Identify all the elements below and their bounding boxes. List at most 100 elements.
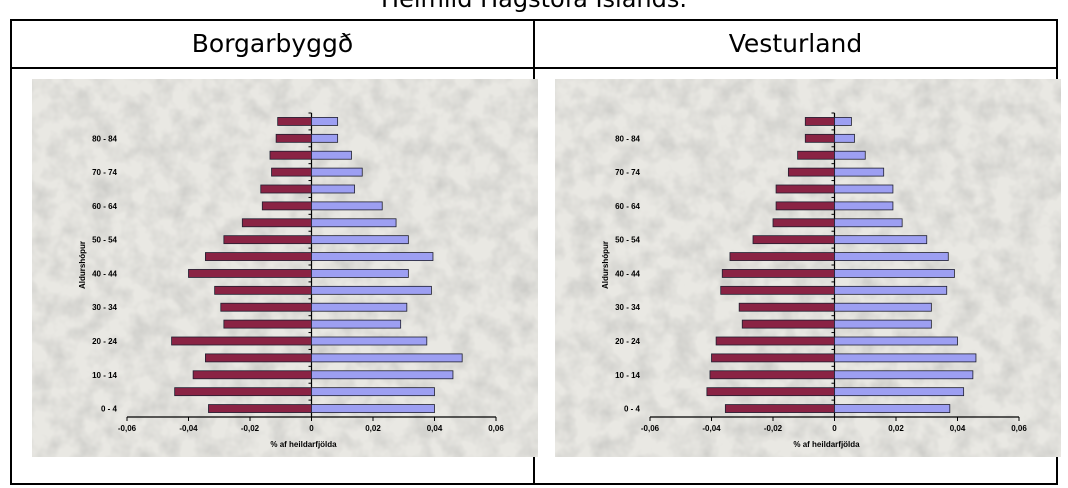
x-tick-label: 0 (832, 424, 837, 433)
y-tick-label: 10 - 14 (615, 371, 640, 380)
bar-female-55-59 (834, 218, 903, 228)
bar-male-25-29 (223, 319, 312, 329)
bar-male-65-69 (775, 184, 835, 194)
bar-male-80-84 (804, 133, 835, 143)
bar-male-25-29 (741, 319, 835, 329)
bar-male-5-9 (174, 387, 312, 397)
bar-male-0-4 (208, 404, 312, 413)
x-tick-label: 0,06 (1011, 424, 1027, 433)
bar-male-10-14 (709, 370, 835, 380)
x-tick-label: 0,02 (365, 424, 381, 433)
header-vesturland: Vesturland (533, 19, 1058, 69)
y-tick-label: 30 - 34 (92, 303, 117, 312)
bar-male-50-54 (752, 235, 835, 245)
bar-female-10-14 (834, 370, 974, 380)
bar-male-70-74 (787, 167, 835, 177)
x-tick-label: 0,04 (427, 424, 443, 433)
chart-borgarbyggd: 0 - 4 10 - 14 20 - 24 30 - 34 40 - 44 50 - 54… (32, 79, 538, 457)
bar-female-20-24 (311, 336, 428, 346)
chart-vesturland: 0 - 4 10 - 14 20 - 24 30 - 34 40 - 44 50 - 54… (555, 79, 1061, 457)
bar-male-45-49 (205, 252, 312, 261)
bar-male-60-64 (261, 201, 312, 211)
x-axis-title: % af heildarfjölda (270, 440, 337, 449)
y-tick-label: 20 - 24 (92, 337, 117, 346)
bar-male-15-19 (711, 353, 835, 363)
x-tick-label: -0,02 (764, 424, 783, 433)
bar-female-40-44 (311, 269, 409, 278)
x-tick-label: -0,06 (641, 424, 660, 433)
bar-female-60-64 (834, 201, 894, 211)
bar-female-35-39 (311, 285, 432, 295)
bar-female-5-9 (834, 387, 965, 397)
y-axis-title: Aldurshópur (78, 241, 87, 289)
bar-female-60-64 (311, 201, 383, 211)
bar-female-65-69 (834, 184, 894, 194)
bar-female-80-84 (311, 133, 339, 143)
y-tick-label: 80 - 84 (615, 134, 640, 143)
source-caption: Heimild Hagstofa Íslands. (0, 0, 1068, 14)
bar-male-85plus (277, 117, 312, 126)
y-tick-label: 50 - 54 (92, 236, 117, 245)
comparison-table: Borgarbyggð Vesturland 0 - 4 10 - 14 20 - … (10, 19, 1061, 485)
bar-female-65-69 (311, 184, 355, 194)
bar-female-45-49 (311, 252, 434, 261)
y-tick-label: 30 - 34 (615, 303, 640, 312)
y-axis-title: Aldurshópur (601, 241, 610, 289)
y-tick-label: 80 - 84 (92, 134, 117, 143)
y-tick-label: 70 - 74 (615, 168, 640, 177)
y-tick-label: 0 - 4 (101, 405, 118, 414)
bar-male-80-84 (275, 133, 312, 143)
bar-male-0-4 (724, 404, 835, 413)
bar-male-60-64 (775, 201, 835, 211)
bar-male-35-39 (214, 285, 312, 295)
y-tick-label: 40 - 44 (92, 269, 117, 278)
bar-male-70-74 (271, 167, 312, 177)
bar-male-85plus (804, 117, 835, 126)
bar-female-70-74 (311, 167, 363, 177)
x-tick-label: 0,02 (888, 424, 904, 433)
bar-female-25-29 (834, 319, 932, 329)
bar-female-75-79 (311, 150, 352, 160)
x-axis-title: % af heildarfjölda (793, 440, 860, 449)
bar-male-10-14 (192, 370, 312, 380)
y-tick-label: 50 - 54 (615, 236, 640, 245)
y-tick-label: 60 - 64 (92, 202, 117, 211)
x-tick-label: -0,04 (702, 424, 721, 433)
x-tick-label: 0,06 (488, 424, 504, 433)
bar-female-15-19 (311, 353, 463, 363)
bar-female-70-74 (834, 167, 885, 177)
header-borgarbyggd: Borgarbyggð (10, 19, 535, 69)
bar-female-10-14 (311, 370, 454, 380)
y-tick-label: 70 - 74 (92, 168, 117, 177)
x-tick-label: -0,04 (179, 424, 198, 433)
bar-male-5-9 (706, 387, 835, 397)
bar-female-75-79 (834, 150, 866, 160)
bar-male-50-54 (223, 235, 312, 245)
bar-female-50-54 (311, 235, 409, 245)
bar-female-5-9 (311, 387, 435, 397)
bar-male-75-79 (797, 150, 835, 160)
x-tick-label: 0,04 (950, 424, 966, 433)
bar-male-20-24 (715, 336, 835, 346)
y-tick-label: 0 - 4 (624, 405, 641, 414)
bar-male-40-44 (188, 269, 312, 278)
cell-chart-borgarbyggd: 0 - 4 10 - 14 20 - 24 30 - 34 40 - 44 50 - 54… (10, 67, 538, 485)
bar-female-50-54 (834, 235, 928, 245)
y-tick-label: 40 - 44 (615, 269, 640, 278)
bar-male-55-59 (772, 218, 835, 228)
bar-male-65-69 (260, 184, 312, 194)
bar-female-0-4 (834, 404, 951, 413)
y-tick-label: 60 - 64 (615, 202, 640, 211)
bar-male-45-49 (729, 252, 835, 261)
bar-female-35-39 (834, 285, 948, 295)
bar-male-20-24 (171, 336, 312, 346)
bar-male-35-39 (720, 285, 835, 295)
bar-female-85plus (834, 117, 852, 126)
bar-male-30-34 (220, 302, 312, 312)
bar-female-80-84 (834, 133, 855, 143)
bar-female-30-34 (834, 302, 932, 312)
y-tick-label: 20 - 24 (615, 337, 640, 346)
bar-female-85plus (311, 117, 339, 126)
x-tick-label: -0,06 (118, 424, 137, 433)
bar-male-30-34 (738, 302, 835, 312)
